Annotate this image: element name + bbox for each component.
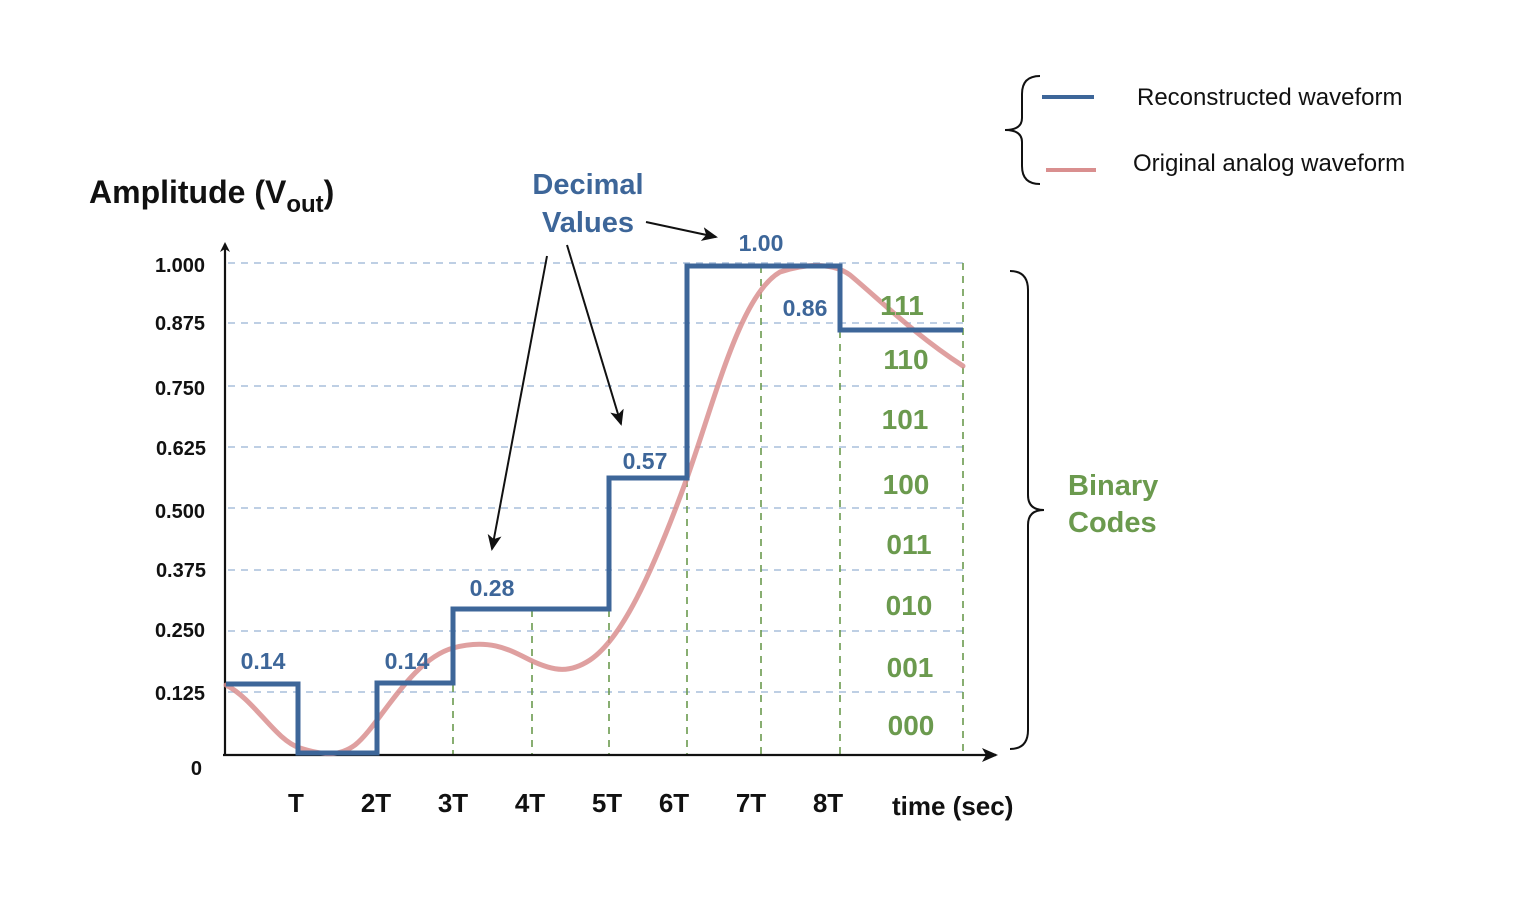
vertical-gridlines bbox=[452, 263, 964, 755]
binary-codes-label-line1: Binary bbox=[1068, 470, 1158, 502]
decimal-label: 0.86 bbox=[783, 295, 828, 321]
arrow-to-1.00 bbox=[645, 221, 718, 241]
binary-code: 101 bbox=[882, 404, 929, 435]
left-brace-icon bbox=[1004, 75, 1041, 185]
decimal-value-labels: 0.14 0.14 0.28 0.57 1.00 0.86 bbox=[241, 230, 828, 674]
y-tick: 1.000 bbox=[155, 255, 205, 277]
binary-code: 111 bbox=[880, 290, 924, 321]
x-tick-labels: T 2T 3T 4T 5T 6T 7T 8T time (sec) bbox=[288, 788, 1013, 821]
y-tick-labels: 0 0.125 0.250 0.375 0.500 0.625 0.750 0.… bbox=[155, 255, 206, 780]
x-tick: 3T bbox=[438, 788, 468, 818]
binary-code: 001 bbox=[887, 652, 934, 683]
decimal-values-annotation: Decimal Values bbox=[487, 169, 718, 551]
x-tick: 6T bbox=[659, 788, 689, 818]
binary-code: 110 bbox=[883, 344, 928, 375]
x-axis-title: time (sec) bbox=[892, 791, 1013, 821]
y-tick: 0.375 bbox=[156, 560, 206, 582]
y-tick: 0.625 bbox=[156, 438, 206, 460]
x-tick: T bbox=[288, 788, 304, 818]
decimal-label: 0.57 bbox=[623, 448, 668, 474]
binary-code: 010 bbox=[886, 590, 933, 621]
x-tick: 8T bbox=[813, 788, 843, 818]
right-brace-icon bbox=[1009, 270, 1045, 750]
binary-code: 011 bbox=[886, 529, 931, 560]
decimal-label: 0.28 bbox=[470, 575, 515, 601]
x-tick: 2T bbox=[361, 788, 391, 818]
arrow-to-0.28 bbox=[487, 255, 548, 551]
horizontal-gridlines bbox=[228, 262, 963, 693]
decimal-values-label-line1: Decimal bbox=[532, 169, 643, 201]
legend-label-reconstructed: Reconstructed waveform bbox=[1137, 84, 1402, 111]
binary-codes-annotation: Binary Codes bbox=[1009, 270, 1158, 750]
legend: Reconstructed waveform Original analog w… bbox=[1004, 75, 1405, 185]
legend-label-analog: Original analog waveform bbox=[1133, 150, 1405, 177]
y-tick: 0.500 bbox=[155, 501, 205, 523]
y-tick: 0.750 bbox=[155, 378, 205, 400]
reconstructed-waveform-line bbox=[226, 263, 963, 756]
decimal-label: 1.00 bbox=[739, 230, 784, 256]
y-tick: 0.125 bbox=[155, 683, 205, 705]
binary-code-labels: 111 110 101 100 011 010 001 000 bbox=[880, 290, 934, 741]
y-tick: 0 bbox=[191, 758, 202, 780]
y-axis-title: Amplitude (Vout) bbox=[89, 174, 334, 218]
x-tick: 4T bbox=[515, 788, 545, 818]
x-tick: 7T bbox=[736, 788, 766, 818]
arrow-to-0.57 bbox=[566, 244, 624, 426]
x-tick: 5T bbox=[592, 788, 622, 818]
y-tick: 0.250 bbox=[155, 620, 205, 642]
decimal-label: 0.14 bbox=[385, 648, 430, 674]
binary-code: 000 bbox=[888, 710, 935, 741]
decimal-values-label-line2: Values bbox=[542, 207, 634, 239]
decimal-label: 0.14 bbox=[241, 648, 286, 674]
y-tick: 0.875 bbox=[155, 313, 205, 335]
binary-code: 100 bbox=[883, 469, 930, 500]
binary-codes-label-line2: Codes bbox=[1068, 507, 1157, 539]
